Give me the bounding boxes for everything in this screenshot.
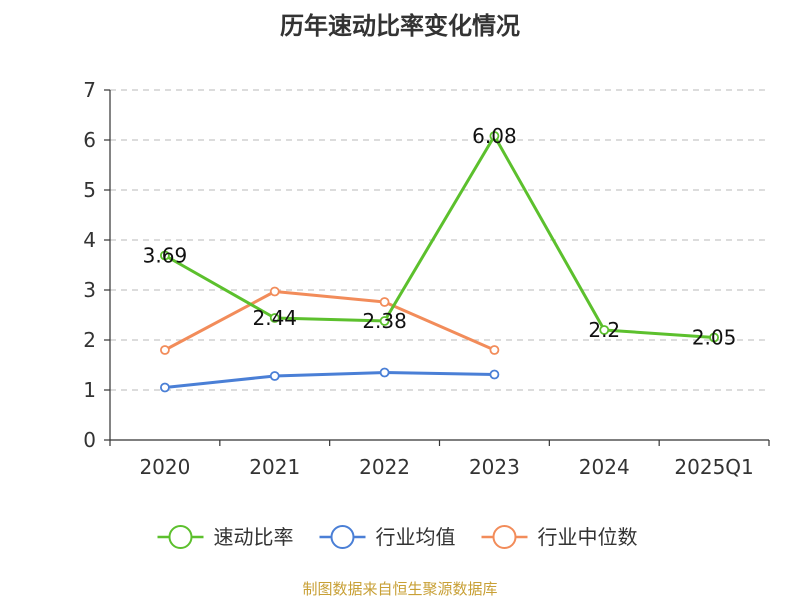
series-2 — [160, 286, 500, 355]
data-point — [489, 369, 500, 380]
source-note: 制图数据来自恒生聚源数据库 — [302, 580, 498, 598]
data-point — [160, 382, 170, 393]
series-0: 3.69 2.44 2.38 6.08 2.2 2.05 — [143, 124, 737, 350]
data-label: 2.44 — [252, 306, 297, 330]
y-tick-label: 6 — [83, 128, 96, 152]
data-label: 2.2 — [588, 318, 620, 342]
data-point — [269, 313, 280, 323]
y-tick-label: 3 — [83, 278, 96, 302]
data-point — [379, 297, 390, 307]
data-point — [489, 131, 500, 141]
series-line — [164, 134, 715, 339]
chart-title: 历年速动比率变化情况 — [280, 12, 520, 40]
legend-marker — [330, 525, 355, 549]
y-tick-label: 2 — [83, 328, 96, 352]
x-tick-label: 2025Q1 — [674, 455, 753, 479]
data-label: 2.38 — [362, 309, 407, 333]
y-tick-label: 1 — [83, 378, 96, 402]
series-line — [164, 290, 496, 352]
data-label: 3.69 — [143, 244, 188, 268]
series-1 — [160, 367, 500, 393]
data-point — [160, 250, 170, 261]
x-tick-label: 2024 — [579, 455, 630, 479]
x-tick-label: 2021 — [249, 455, 300, 479]
legend: 速动比率 行业均值 行业中位数 — [157, 525, 638, 549]
legend-item: 行业中位数 — [481, 525, 638, 549]
data-point — [269, 371, 280, 381]
data-point — [599, 325, 610, 335]
legend-item: 速动比率 — [157, 525, 294, 549]
data-point — [489, 345, 500, 355]
x-tick-label: 2023 — [469, 455, 520, 479]
legend-label: 速动比率 — [214, 525, 294, 549]
data-point — [160, 345, 170, 355]
data-point — [269, 286, 280, 297]
legend-label: 行业均值 — [376, 525, 456, 549]
x-tick-label: 2022 — [359, 455, 410, 479]
data-label: 6.08 — [472, 124, 517, 148]
data-point — [379, 316, 390, 326]
legend-marker — [168, 525, 193, 549]
y-tick-label: 5 — [83, 178, 96, 202]
y-tick-label: 0 — [83, 428, 96, 452]
y-tick-label: 4 — [83, 228, 96, 252]
legend-marker — [492, 525, 517, 549]
data-point — [709, 332, 719, 343]
legend-item: 行业均值 — [319, 525, 456, 549]
legend-label: 行业中位数 — [538, 525, 638, 549]
y-tick-label: 7 — [83, 78, 96, 102]
data-label: 2.05 — [692, 326, 737, 350]
data-point — [379, 367, 390, 378]
series-line — [164, 371, 495, 389]
x-tick-label: 2020 — [139, 455, 190, 479]
